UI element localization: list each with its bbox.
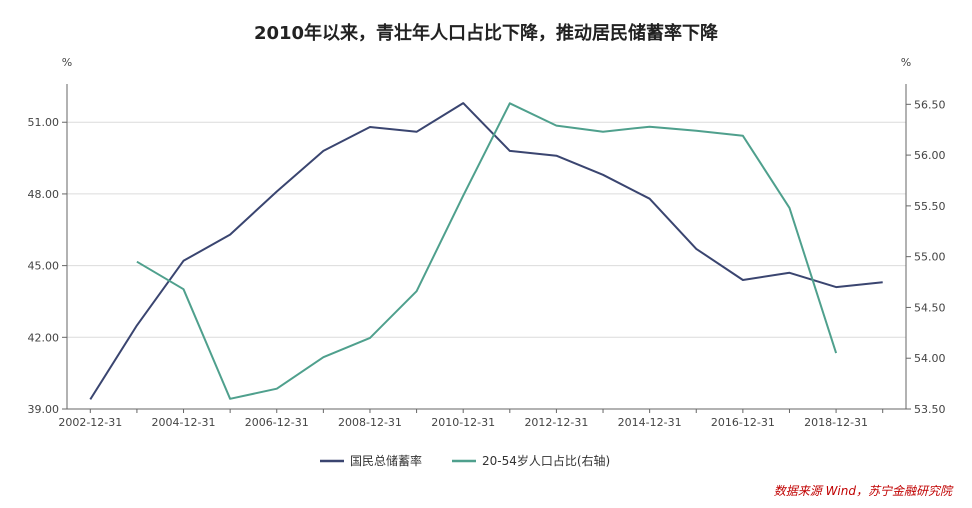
x-axis-tick-label: 2002-12-31	[58, 416, 122, 429]
left-axis-unit: %	[62, 56, 72, 69]
right-axis-unit: %	[901, 56, 911, 69]
legend-label: 20-54岁人口占比(右轴)	[482, 453, 610, 468]
right-axis-tick-label: 55.50	[914, 200, 946, 213]
legend: 国民总储蓄率 20-54岁人口占比(右轴)	[320, 453, 610, 468]
chart-title: 2010年以来，青壮年人口占比下降，推动居民储蓄率下降	[254, 22, 719, 44]
x-axis-tick-label: 2010-12-31	[431, 416, 495, 429]
right-axis-tick-label: 56.00	[914, 149, 946, 162]
right-axis-tick-label: 54.50	[914, 301, 946, 314]
left-axis-tick-label: 48.00	[28, 188, 60, 201]
axes	[62, 84, 911, 413]
series-line	[136, 102, 838, 400]
data-source-note: 数据来源 Wind，苏宁金融研究院	[774, 484, 954, 498]
x-axis-tick-label: 2018-12-31	[804, 416, 868, 429]
series-lines	[89, 102, 883, 400]
right-axis-tick-label: 56.50	[914, 98, 946, 111]
right-axis-tick-label: 53.50	[914, 403, 946, 416]
x-axis-tick-label: 2016-12-31	[711, 416, 775, 429]
gridlines	[67, 121, 906, 410]
series-line	[89, 102, 883, 400]
tick-labels: 39.00 42.00 45.00 48.00 51.00 53.50 54.00 54.50…	[28, 98, 946, 429]
x-axis-tick-label: 2014-12-31	[618, 416, 682, 429]
x-axis-tick-label: 2004-12-31	[152, 416, 216, 429]
right-axis-tick-label: 54.00	[914, 352, 946, 365]
x-axis-tick-label: 2006-12-31	[245, 416, 309, 429]
x-axis-tick-label: 2008-12-31	[338, 416, 402, 429]
left-axis-tick-label: 39.00	[28, 403, 60, 416]
left-axis-tick-label: 42.00	[28, 331, 60, 344]
x-axis-tick-label: 2012-12-31	[524, 416, 588, 429]
left-axis-tick-label: 51.00	[28, 116, 60, 129]
left-axis-tick-label: 45.00	[28, 260, 60, 273]
legend-label: 国民总储蓄率	[350, 453, 422, 468]
right-axis-tick-label: 55.00	[914, 251, 946, 264]
